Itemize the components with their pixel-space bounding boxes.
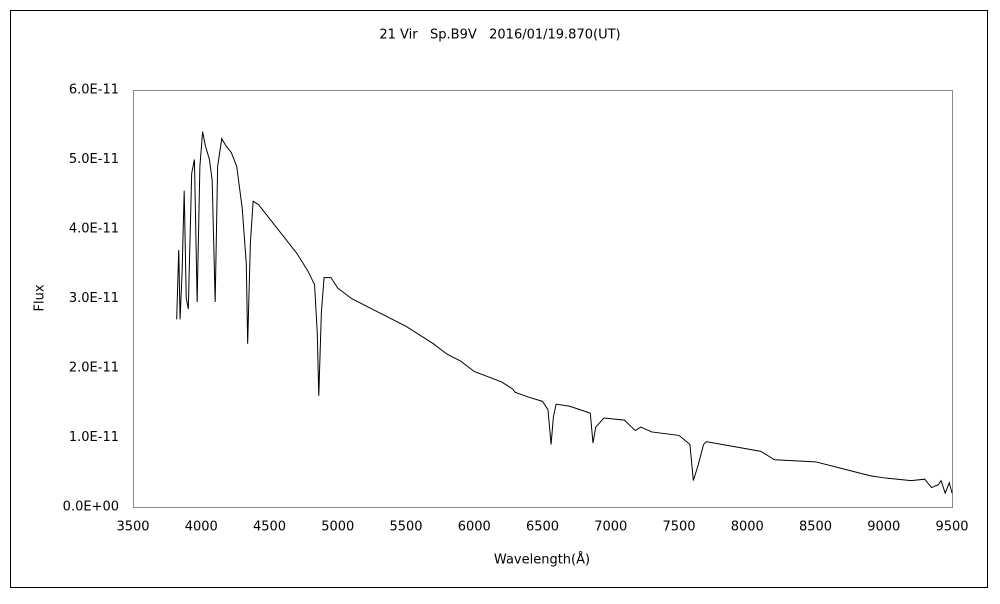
x-tick-label: 8500 xyxy=(799,520,832,535)
x-tick-label: 3500 xyxy=(116,520,149,535)
x-tick-label: 7500 xyxy=(662,520,695,535)
x-tick-label: 6500 xyxy=(526,520,559,535)
x-tick-label: 5000 xyxy=(321,520,354,535)
x-tick-label: 9000 xyxy=(867,520,900,535)
x-tick-label: 7000 xyxy=(594,520,627,535)
x-tick-label: 6000 xyxy=(458,520,491,535)
x-tick-label: 4000 xyxy=(185,520,218,535)
x-tick-label: 9500 xyxy=(935,520,968,535)
y-tick-label: 1.0E-11 xyxy=(69,430,119,445)
x-tick-label: 5500 xyxy=(389,520,422,535)
chart-border xyxy=(10,10,988,588)
x-axis-label: Wavelength(Å) xyxy=(494,552,590,568)
x-tick-label: 4500 xyxy=(253,520,286,535)
y-tick-label: 0.0E+00 xyxy=(63,500,119,515)
y-tick-label: 4.0E-11 xyxy=(69,222,119,237)
spectrum-line xyxy=(176,131,953,495)
y-tick-label: 3.0E-11 xyxy=(69,291,119,306)
plot-area xyxy=(133,90,953,508)
y-tick-label: 2.0E-11 xyxy=(69,361,119,376)
y-tick-label: 6.0E-11 xyxy=(69,83,119,98)
chart-title: 21 Vir Sp.B9V 2016/01/19.870(UT) xyxy=(379,28,620,43)
y-axis-label: Flux xyxy=(33,284,48,311)
y-tick-label: 5.0E-11 xyxy=(69,152,119,167)
x-tick-label: 8000 xyxy=(731,520,764,535)
